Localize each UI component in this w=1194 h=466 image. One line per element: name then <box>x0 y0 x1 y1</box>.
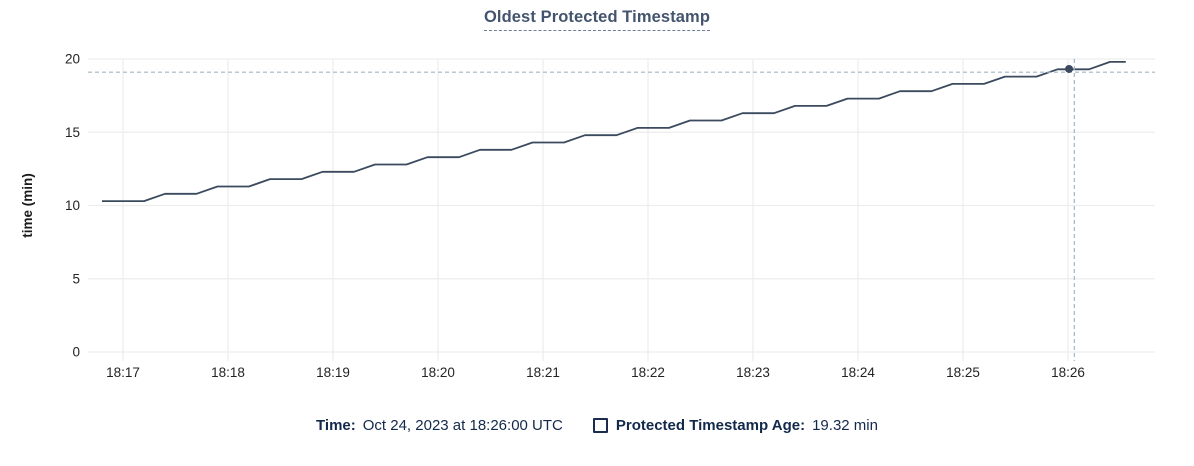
y-axis-tick-labels: 0 5 10 15 20 <box>65 52 80 360</box>
svg-text:18:24: 18:24 <box>841 365 875 380</box>
hover-point-dot <box>1065 64 1074 73</box>
svg-text:18:20: 18:20 <box>421 365 455 380</box>
chart-title-row: Oldest Protected Timestamp <box>0 8 1194 31</box>
hover-crosshair <box>88 59 1155 361</box>
time-label: Time: <box>316 417 356 434</box>
svg-text:18:21: 18:21 <box>526 365 560 380</box>
svg-text:10: 10 <box>65 198 80 213</box>
y-axis-label: time (min) <box>20 173 35 238</box>
chart-title[interactable]: Oldest Protected Timestamp <box>483 8 711 31</box>
svg-text:5: 5 <box>72 271 80 286</box>
hover-legend: Time: Oct 24, 2023 at 18:26:00 UTC Prote… <box>0 417 1194 434</box>
svg-text:15: 15 <box>65 125 80 140</box>
svg-text:18:19: 18:19 <box>316 365 350 380</box>
time-value: Oct 24, 2023 at 18:26:00 UTC <box>362 417 563 434</box>
svg-text:18:18: 18:18 <box>211 365 245 380</box>
gridlines <box>88 58 1155 361</box>
series-label: Protected Timestamp Age: <box>615 417 806 434</box>
svg-text:18:22: 18:22 <box>631 365 665 380</box>
svg-text:18:23: 18:23 <box>736 365 770 380</box>
svg-text:0: 0 <box>72 345 80 360</box>
svg-text:18:26: 18:26 <box>1051 365 1085 380</box>
svg-text:20: 20 <box>65 52 80 67</box>
svg-text:18:17: 18:17 <box>106 365 140 380</box>
series-value: 19.32 min <box>812 417 878 434</box>
svg-text:18:25: 18:25 <box>946 365 980 380</box>
x-axis-tick-labels: 18:17 18:18 18:19 18:20 18:21 18:22 18:23 18:24… <box>106 365 1085 380</box>
series-toggle-checkbox[interactable] <box>592 418 608 433</box>
series-line-protected-timestamp-age <box>102 61 1126 202</box>
